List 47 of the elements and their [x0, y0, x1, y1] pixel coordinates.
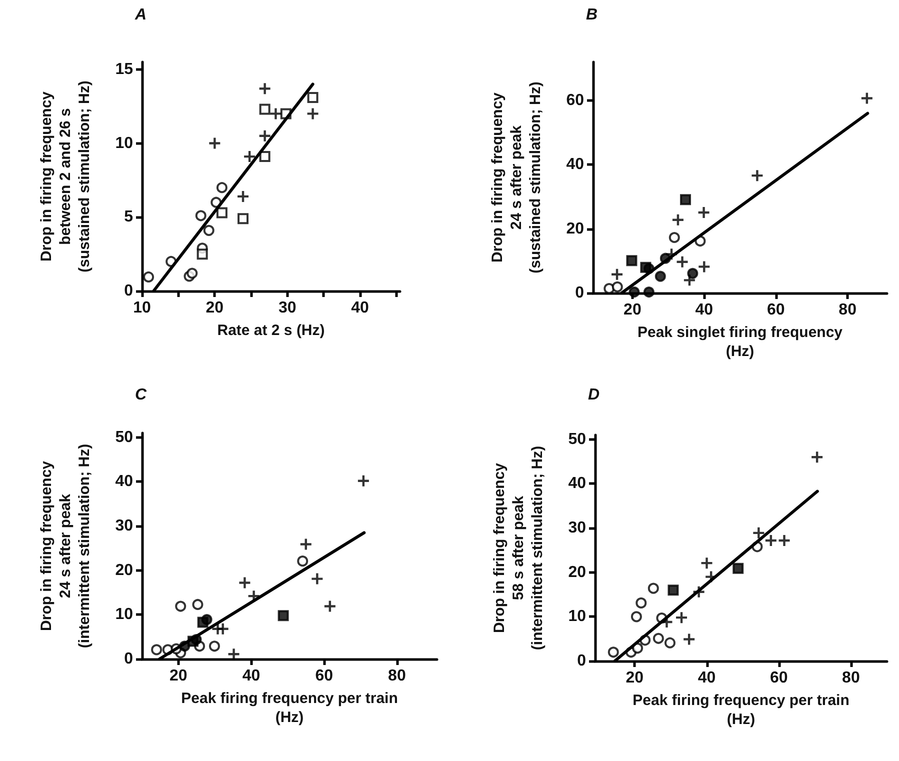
x-tick-label: 40 — [698, 670, 716, 686]
y-axis-title: Drop in firing frequency between 2 and 26 s (sustained stimulation; Hz) — [38, 80, 93, 272]
y-tick-label: 0 — [124, 650, 134, 668]
y-tick-label: 30 — [568, 520, 586, 537]
y-tick-label: 20 — [568, 564, 586, 581]
y-tick-label: 10 — [115, 134, 134, 152]
x-axis-title: Peak firing frequency per train (Hz) — [632, 692, 850, 728]
chart-title: A — [134, 6, 147, 24]
y-axis-title: Drop in firing frequency 24 s after peak (intermittent stimulation; Hz) — [38, 444, 93, 648]
y-tick-label: 0 — [124, 282, 134, 300]
x-axis-title: Peak singlet firing frequency (Hz) — [637, 324, 844, 360]
y-axis-title: Drop in firing frequency 24 s after peak (sustained stimulation; Hz) — [489, 82, 544, 274]
x-tick-label: 30 — [278, 300, 296, 316]
chart-title: B — [586, 6, 598, 24]
x-tick-label: 40 — [242, 668, 260, 684]
y-tick-label: 60 — [566, 92, 584, 109]
x-tick-label: 80 — [842, 670, 860, 686]
x-tick-label: 40 — [351, 300, 370, 316]
y-tick-label: 50 — [115, 428, 134, 446]
x-axis-title: Rate at 2 s (Hz) — [217, 322, 325, 339]
y-tick-label: 20 — [115, 562, 134, 579]
y-tick-label: 5 — [124, 208, 134, 226]
x-tick-label: 60 — [315, 668, 334, 684]
x-tick-label: 60 — [766, 302, 785, 318]
x-tick-label: 20 — [626, 670, 644, 686]
y-axis-title: Drop in firing frequency 58 s after peak (intermittent stimulation; Hz) — [491, 446, 546, 650]
x-tick-label: 80 — [838, 302, 857, 318]
chart-title: D — [588, 386, 600, 404]
y-tick-label: 0 — [577, 652, 586, 670]
y-tick-label: 40 — [568, 475, 586, 492]
x-tick-label: 20 — [206, 300, 224, 316]
y-tick-label: 40 — [566, 156, 584, 174]
y-tick-label: 10 — [568, 608, 586, 626]
x-tick-label: 60 — [770, 670, 788, 686]
x-tick-label: 40 — [695, 302, 714, 318]
chart-title: C — [135, 386, 147, 404]
y-tick-label: 40 — [115, 473, 134, 490]
y-tick-label: 50 — [568, 430, 586, 448]
x-tick-label: 20 — [624, 302, 642, 318]
x-axis-title: Peak firing frequency per train (Hz) — [181, 690, 398, 726]
y-tick-label: 15 — [115, 60, 134, 78]
x-tick-label: 80 — [388, 668, 406, 684]
y-tick-label: 0 — [575, 284, 584, 302]
y-tick-label: 10 — [115, 606, 134, 624]
y-tick-label: 20 — [566, 220, 584, 238]
x-tick-label: 20 — [170, 668, 188, 684]
y-tick-label: 30 — [115, 518, 134, 535]
